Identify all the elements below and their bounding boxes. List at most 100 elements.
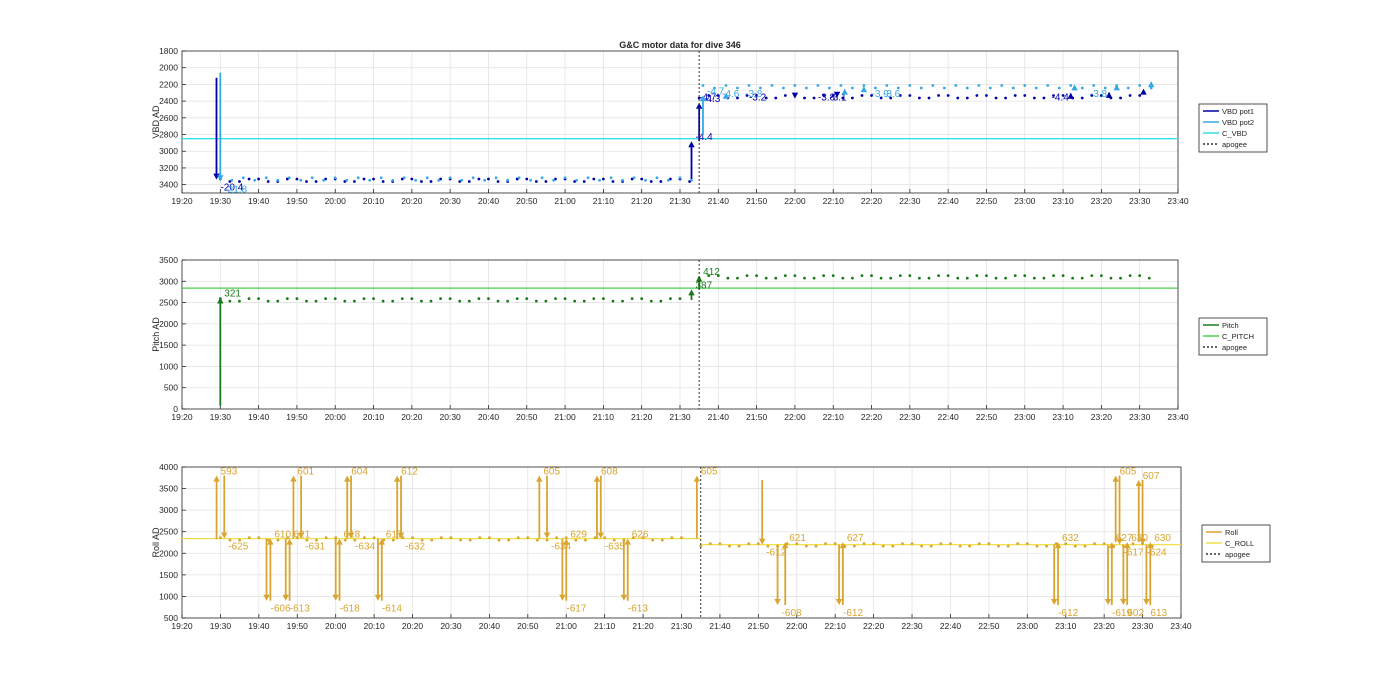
sample-point xyxy=(814,544,818,548)
motor-move-arrowhead xyxy=(217,297,224,304)
move-label: -21.8 xyxy=(224,184,247,195)
x-tick-label: 20:10 xyxy=(363,196,385,206)
sample-point xyxy=(1131,542,1135,546)
sample-point xyxy=(1071,276,1075,280)
chart-title: G&C motor data for dive 346 xyxy=(619,40,741,50)
sample-point xyxy=(901,542,904,546)
sample-point xyxy=(314,299,318,303)
sample-point xyxy=(554,297,557,300)
legend-entry: apogee xyxy=(1222,343,1247,352)
sample-point xyxy=(965,276,969,280)
x-tick-label: 19:30 xyxy=(210,196,232,206)
sample-point xyxy=(713,86,716,90)
sample-point xyxy=(356,176,360,180)
x-tick-label: 22:20 xyxy=(861,196,883,206)
sample-point xyxy=(477,177,481,181)
sample-point xyxy=(690,178,693,182)
sample-point xyxy=(540,176,544,180)
x-tick-label: 21:30 xyxy=(671,621,693,631)
sample-point xyxy=(257,297,261,300)
sample-point xyxy=(831,274,835,278)
x-tick-label: 19:50 xyxy=(287,621,309,631)
motor-move-arrowhead xyxy=(1147,81,1155,88)
move-label: 602 xyxy=(1127,608,1144,619)
sample-point xyxy=(391,299,395,303)
value-label: -4.6 xyxy=(722,89,740,100)
sample-point xyxy=(429,180,433,183)
x-tick-label: 19:20 xyxy=(171,196,193,206)
sample-point xyxy=(985,274,988,278)
y-tick-label: 1800 xyxy=(159,46,178,56)
x-tick-label: 21:40 xyxy=(708,412,730,422)
sample-point xyxy=(247,297,251,300)
move-label: -4.7 xyxy=(707,86,725,97)
sample-point xyxy=(1061,94,1065,97)
x-tick-label: 20:40 xyxy=(478,196,500,206)
move-label: -631 xyxy=(305,542,325,553)
vbd-panel: 19:20 19:30 19:40 19:50 20:00 20:10 20:20 20:30… xyxy=(151,40,1268,206)
legend-entry: VBD pot1 xyxy=(1222,107,1254,116)
y-tick-label: 1500 xyxy=(159,340,178,350)
x-tick-label: 19:20 xyxy=(171,412,193,422)
sample-point xyxy=(862,542,866,546)
sample-point xyxy=(783,94,787,97)
sample-point xyxy=(1080,86,1084,90)
sample-point xyxy=(632,536,635,540)
x-tick-label: 20:50 xyxy=(517,621,539,631)
sample-point xyxy=(918,96,921,100)
sample-point xyxy=(1054,542,1058,546)
motor-move-arrowhead xyxy=(336,538,343,545)
motor-move-arrowhead xyxy=(1140,88,1147,95)
move-label: -4.3 xyxy=(703,94,721,105)
motor-move-arrowhead xyxy=(1051,599,1058,606)
x-tick-label: 21:50 xyxy=(746,196,768,206)
sample-point xyxy=(372,297,375,300)
sample-point xyxy=(881,544,885,548)
sample-point xyxy=(241,176,245,180)
sample-point xyxy=(1004,276,1008,280)
x-tick-label: 22:10 xyxy=(823,412,845,422)
move-label: 605 xyxy=(543,467,560,478)
sample-point xyxy=(483,178,487,182)
motor-move-arrowhead xyxy=(1067,92,1074,99)
motor-move-arrowhead xyxy=(620,594,628,601)
sample-point xyxy=(795,542,799,546)
sample-point xyxy=(985,94,988,97)
sample-point xyxy=(755,94,759,97)
sample-point xyxy=(699,544,703,548)
sample-point xyxy=(487,536,491,540)
x-tick-label: 19:50 xyxy=(286,412,308,422)
sample-point xyxy=(1046,84,1050,87)
sample-point xyxy=(822,94,826,97)
sample-point xyxy=(295,177,299,181)
sample-point xyxy=(459,538,462,542)
sample-point xyxy=(1034,86,1038,90)
value-label: -3.1 xyxy=(829,93,847,104)
sample-point xyxy=(747,542,751,546)
x-tick-label: 22:00 xyxy=(786,621,808,631)
motor-move-arrowhead xyxy=(688,289,695,296)
y-tick-label: 3000 xyxy=(159,276,178,286)
move-label: 605 xyxy=(1120,467,1137,478)
sample-point xyxy=(1013,274,1017,278)
sample-point xyxy=(759,86,762,90)
sample-point xyxy=(659,180,663,183)
motor-move-arrowhead xyxy=(593,475,601,482)
sample-point xyxy=(954,84,958,87)
sample-point xyxy=(276,538,280,542)
motor-move-arrowhead xyxy=(1139,538,1146,545)
x-tick-label: 20:50 xyxy=(516,196,538,206)
value-label: -3.6 xyxy=(883,89,901,100)
y-tick-label: 4000 xyxy=(159,462,178,472)
sample-point xyxy=(266,299,270,303)
move-label: 412 xyxy=(703,267,720,278)
motor-move-arrowhead xyxy=(344,475,351,482)
motor-move-arrowhead xyxy=(563,538,570,545)
sample-point xyxy=(670,536,674,540)
motor-move-arrowhead xyxy=(1105,91,1113,98)
sample-point xyxy=(592,177,596,181)
sample-point xyxy=(247,177,251,181)
sample-point xyxy=(1006,544,1010,548)
sample-point xyxy=(400,297,404,300)
sample-point xyxy=(870,274,873,278)
